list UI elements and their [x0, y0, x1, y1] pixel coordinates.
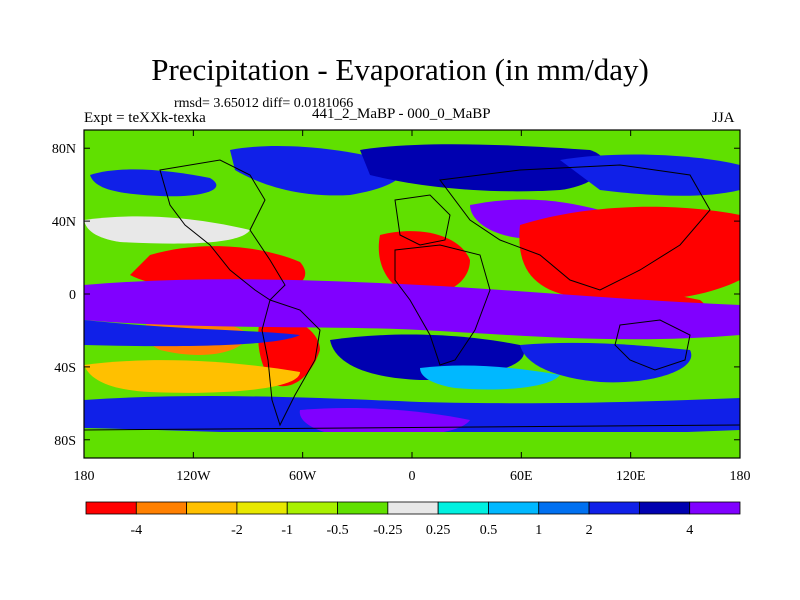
y-tick-label: 80S — [54, 434, 76, 449]
period-label: 441_2_MaBP - 000_0_MaBP — [312, 106, 491, 122]
x-tick-label: 60E — [510, 469, 533, 484]
y-tick-label: 40N — [52, 215, 76, 230]
field-asia-dry — [519, 206, 740, 301]
colorbar-swatch — [387, 501, 439, 515]
field-eurasia-wet — [360, 144, 605, 192]
x-tick-label: 180 — [74, 469, 95, 484]
coastlines — [84, 159, 740, 431]
field-south-mid-wet — [420, 365, 560, 390]
y-tick-label: 40S — [54, 361, 76, 376]
colorbar-swatch — [538, 501, 590, 515]
colorbar-label: 0.25 — [426, 523, 451, 538]
colorbar-label: 1 — [535, 523, 542, 538]
colorbar-label: -4 — [130, 523, 142, 538]
coastline-africa — [394, 244, 491, 366]
colorbar-label: -1 — [281, 523, 293, 538]
x-tick-label: 180 — [730, 469, 751, 484]
colorbar-label: 4 — [686, 523, 693, 538]
colorbar-swatch — [337, 501, 389, 515]
y-tick-label: 0 — [69, 288, 76, 303]
colorbar-swatch — [689, 501, 741, 515]
x-tick-label: 0 — [409, 469, 416, 484]
colorbar-label: 2 — [586, 523, 593, 538]
colorbar-label: -0.5 — [326, 523, 348, 538]
x-tick-label: 60W — [289, 469, 317, 484]
stats-line: rmsd= 3.65012 diff= 0.0181066 — [174, 96, 354, 111]
coastline-australia — [614, 319, 691, 371]
field-south-indian-wet — [520, 342, 692, 383]
y-axis: 80N 40N 0 40S 80S — [52, 142, 740, 449]
season-label: JJA — [712, 110, 735, 126]
field-south-tropics-wet — [84, 320, 300, 347]
field-south-pacific-mixed — [84, 360, 300, 393]
colorbar-swatch — [186, 501, 238, 515]
colorbar-swatch — [488, 501, 540, 515]
colorbar-swatch — [638, 501, 691, 515]
field-north-pacific-wet — [90, 169, 217, 197]
colorbar-swatch — [135, 501, 188, 515]
coastline-antarctica — [84, 424, 740, 431]
field-north-asia-wet — [560, 154, 740, 196]
x-tick-label: 120W — [176, 469, 211, 484]
experiment-label: Expt = teXXk-texka — [84, 110, 206, 126]
colorbar-swatch — [437, 501, 489, 515]
coastline-asia — [439, 164, 711, 291]
coastline-south-america — [261, 299, 321, 427]
field-north-africa-dry — [378, 231, 470, 296]
colorbar-label: -2 — [231, 523, 243, 538]
field-north-atlantic-wet — [230, 145, 402, 196]
pe-field — [84, 130, 740, 458]
chart-title: Precipitation - Evaporation (in mm/day) — [151, 52, 649, 87]
coastline-europe — [394, 194, 451, 246]
colorbar-label: -0.25 — [373, 523, 402, 538]
coastline-north-america — [159, 159, 286, 301]
x-axis: 180 120W 60W 0 60E 120E 180 — [74, 130, 751, 484]
colorbar-swatch — [286, 501, 338, 515]
colorbar-swatch — [588, 501, 640, 515]
colorbar-label: 0.5 — [480, 523, 498, 538]
x-tick-label: 120E — [616, 469, 646, 484]
colorbar-swatch — [236, 501, 288, 515]
colorbar: -4 -2 -1 -0.5 -0.25 0.25 0.5 1 2 4 — [85, 501, 741, 538]
colorbar-swatch — [85, 501, 137, 515]
field-equatorial-wet — [84, 279, 740, 340]
field-southern-ocean-strong — [299, 408, 470, 438]
y-tick-label: 80N — [52, 142, 76, 157]
field-neutral-band — [84, 216, 250, 244]
